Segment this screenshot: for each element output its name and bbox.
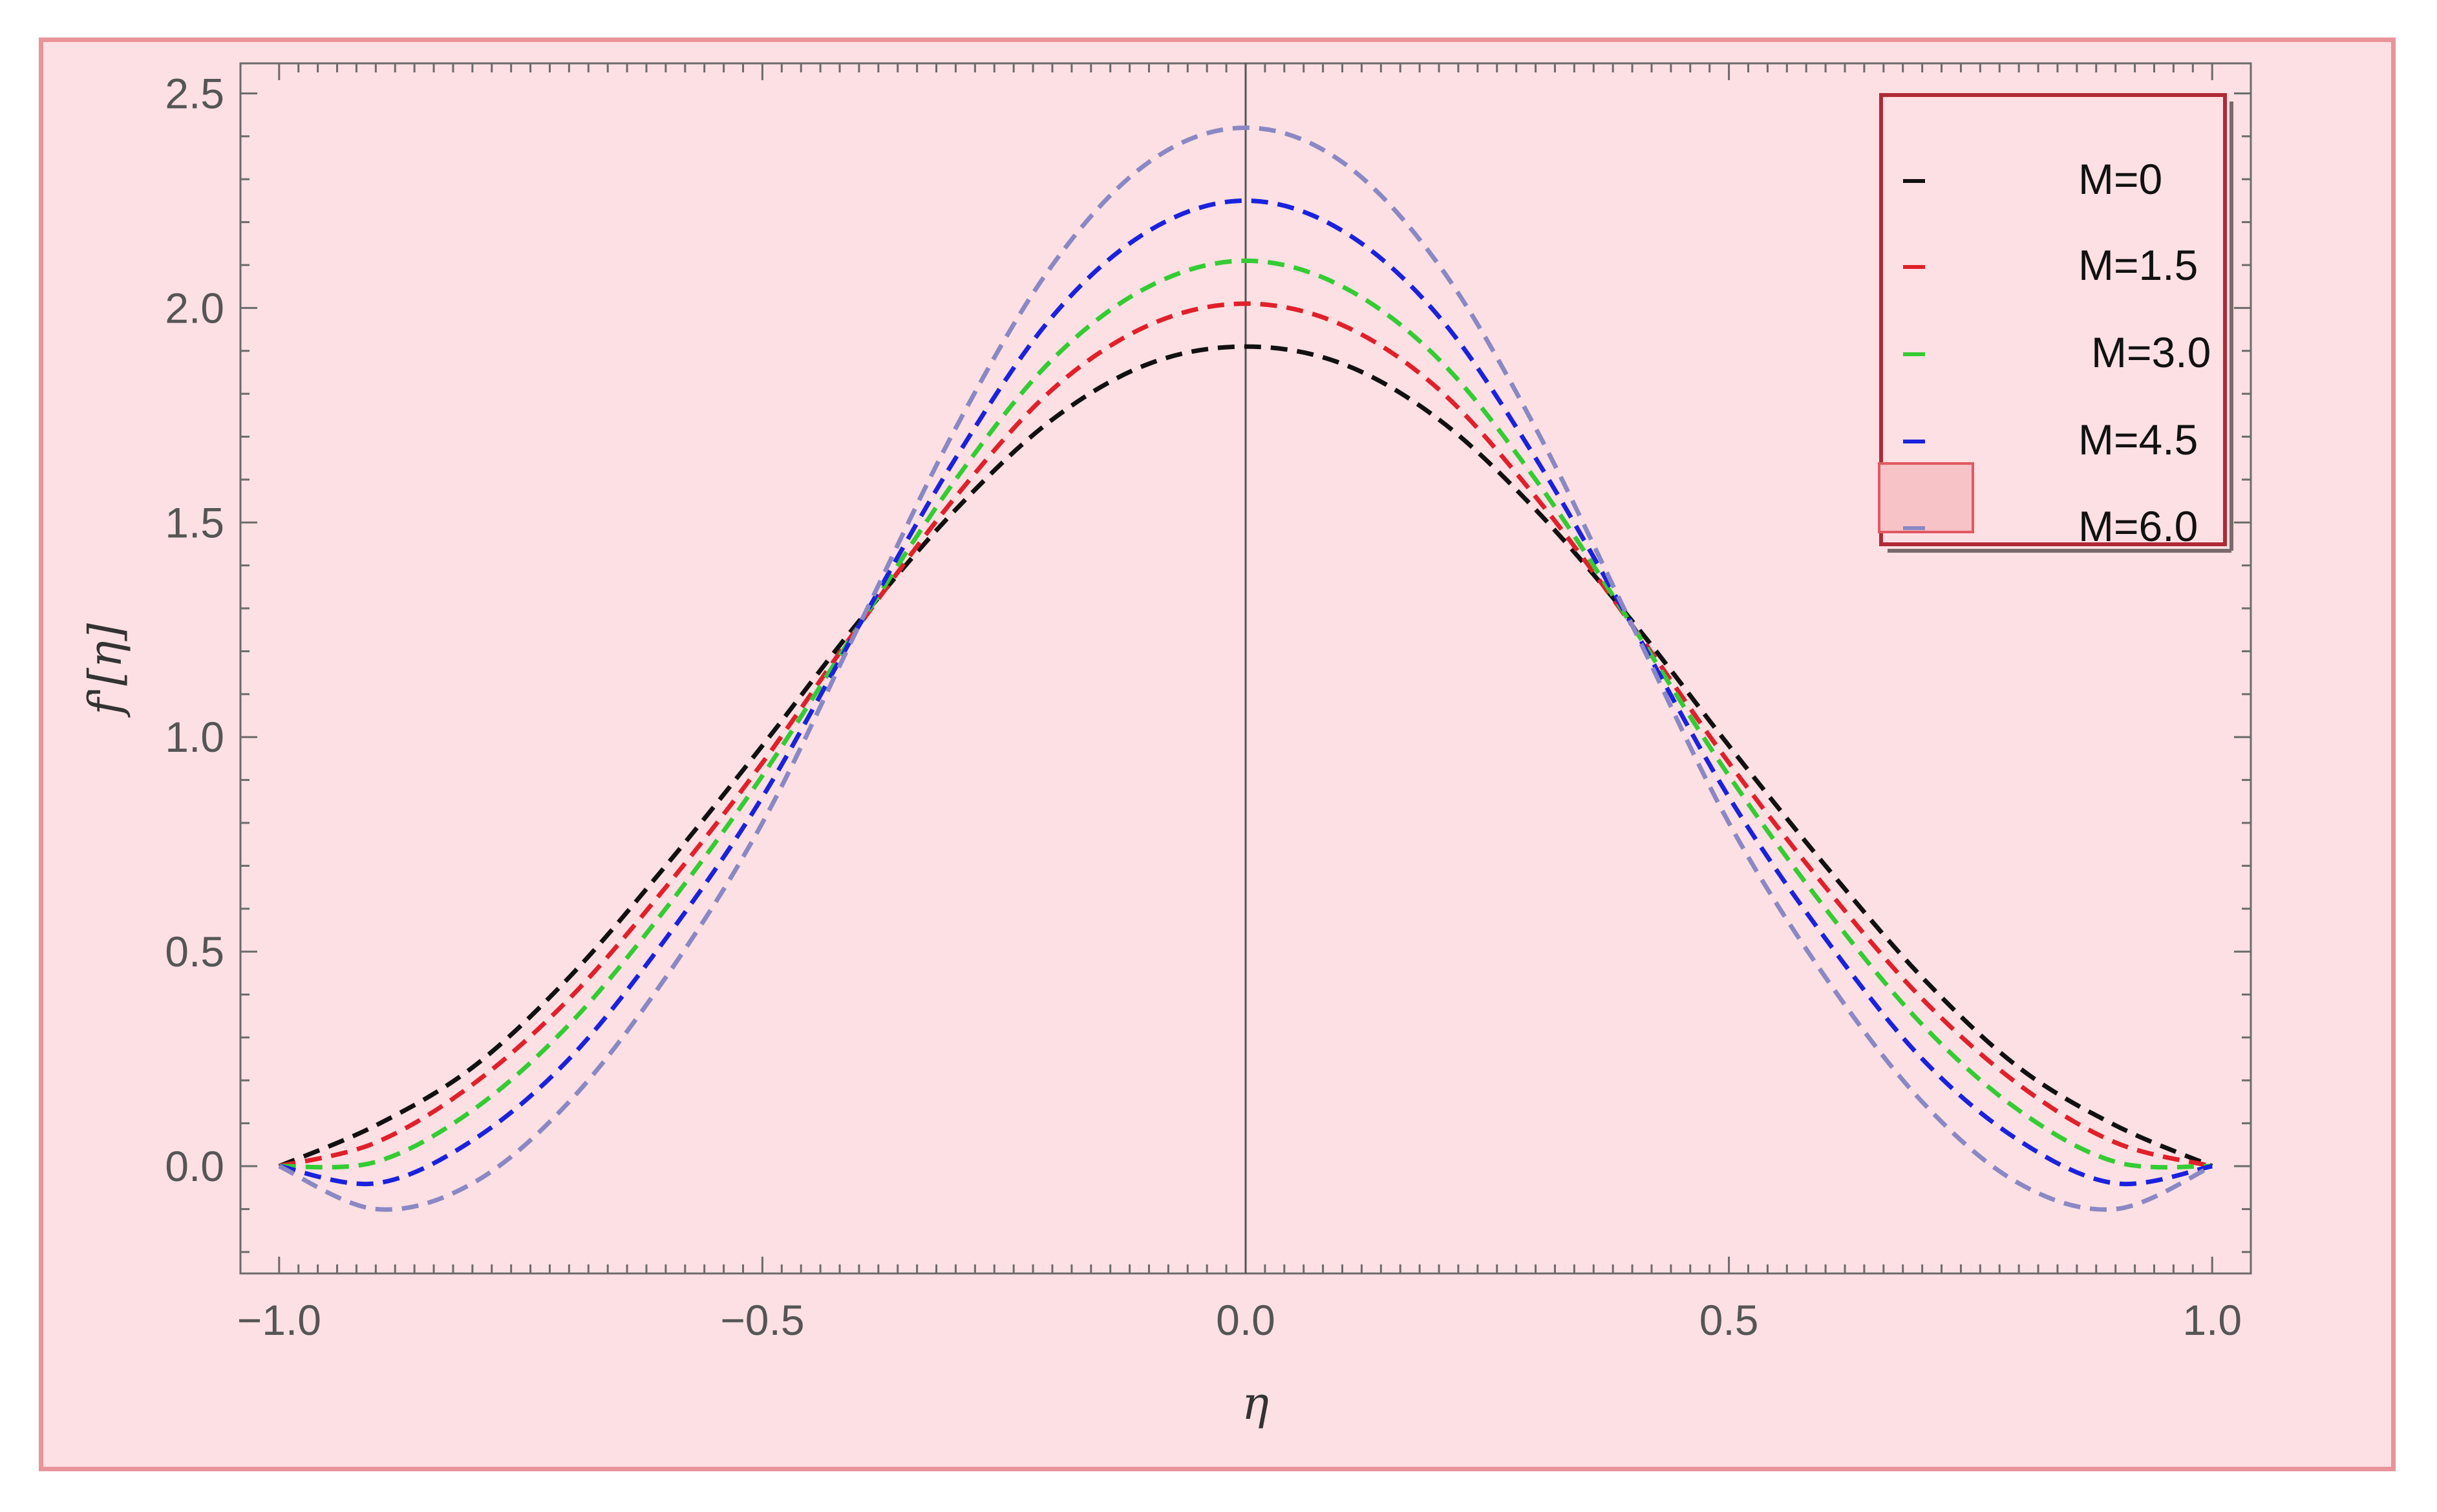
y-axis-ticks: 0.0 0.5 1.0 1.5 2.0 2.5 [165,69,2251,1253]
x-axis-ticks: −1.0 −0.5 0.0 0.5 1.0 [237,63,2242,1344]
series-lines [278,125,2213,1212]
legend-label: M=3.0 [2091,328,2211,376]
x-tick-label: −1.0 [237,1296,321,1344]
chart: −1.0 −0.5 0.0 0.5 1.0 0.0 0.5 1.0 1.5 2.0 2.5 η f… [79,62,2252,1430]
x-axis-title: η [1242,1377,1269,1430]
y-tick-label: 2.5 [165,69,224,117]
y-axis-title: f'[η] [79,623,132,718]
y-tick-label: 1.5 [165,498,224,546]
legend: M=0 M=1.5 M=3.0 M=4.5 M=6.0 [1878,93,2233,553]
series-line-1 [278,301,2213,1169]
legend-label: M=6.0 [2078,502,2198,550]
figure-panel: −1.0 −0.5 0.0 0.5 1.0 0.0 0.5 1.0 1.5 2.0 2.5 η f… [39,37,2396,1471]
legend-label: M=0 [2078,155,2162,203]
series-line-3 [279,198,2213,1187]
series-line-2 [279,258,2213,1170]
y-tick-label: 0.5 [165,928,224,975]
y-tick-label: 0.0 [165,1142,224,1190]
legend-label: M=4.5 [2078,416,2198,463]
x-tick-label: −0.5 [720,1296,804,1344]
series-line-0 [278,344,2213,1169]
y-tick-label: 2.0 [165,284,224,332]
y-tick-label: 1.0 [165,713,224,761]
x-tick-label: 0.5 [1699,1296,1759,1344]
legend-highlight-box [1878,462,1974,533]
legend-label: M=1.5 [2078,241,2198,289]
series-line-4 [278,125,2213,1212]
x-tick-label: 1.0 [2182,1296,2242,1344]
legend-items: M=0 M=1.5 M=3.0 M=4.5 M=6.0 [1903,155,2211,550]
x-tick-label: 0.0 [1216,1296,1275,1344]
